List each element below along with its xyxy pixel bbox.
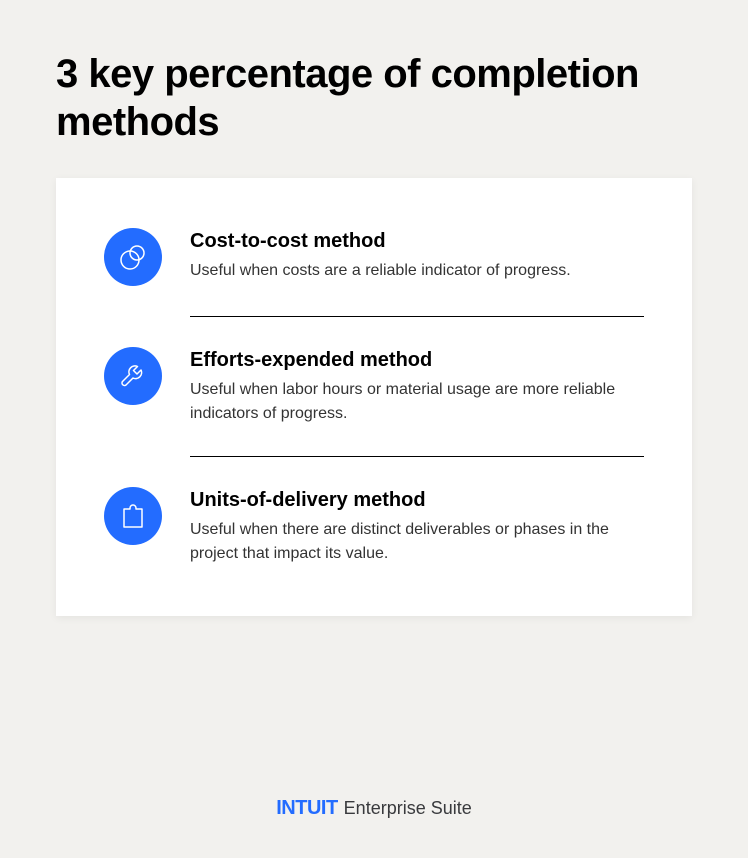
puzzle-icon [104,487,162,545]
divider [190,316,644,317]
method-desc: Useful when there are distinct deliverab… [190,518,644,566]
method-content: Units-of-delivery method Useful when the… [190,487,644,566]
method-desc: Useful when costs are a reliable indicat… [190,259,644,283]
methods-card: Cost-to-cost method Useful when costs ar… [56,178,692,616]
method-item: Cost-to-cost method Useful when costs ar… [104,228,644,286]
method-item: Units-of-delivery method Useful when the… [104,487,644,566]
page-title: 3 key percentage of completion methods [56,50,692,146]
footer-brand: INTUIT [276,797,337,820]
method-title: Units-of-delivery method [190,489,644,512]
method-content: Efforts-expended method Useful when labo… [190,347,644,426]
method-title: Cost-to-cost method [190,230,644,253]
method-desc: Useful when labor hours or material usag… [190,378,644,426]
wrench-icon [104,347,162,405]
footer: INTUIT Enterprise Suite [0,797,748,820]
method-content: Cost-to-cost method Useful when costs ar… [190,228,644,283]
divider [190,456,644,457]
method-title: Efforts-expended method [190,349,644,372]
circles-icon [104,228,162,286]
footer-suffix: Enterprise Suite [344,798,472,819]
method-item: Efforts-expended method Useful when labo… [104,347,644,426]
